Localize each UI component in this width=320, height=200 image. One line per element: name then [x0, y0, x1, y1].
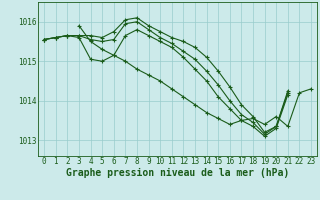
X-axis label: Graphe pression niveau de la mer (hPa): Graphe pression niveau de la mer (hPa) — [66, 168, 289, 178]
